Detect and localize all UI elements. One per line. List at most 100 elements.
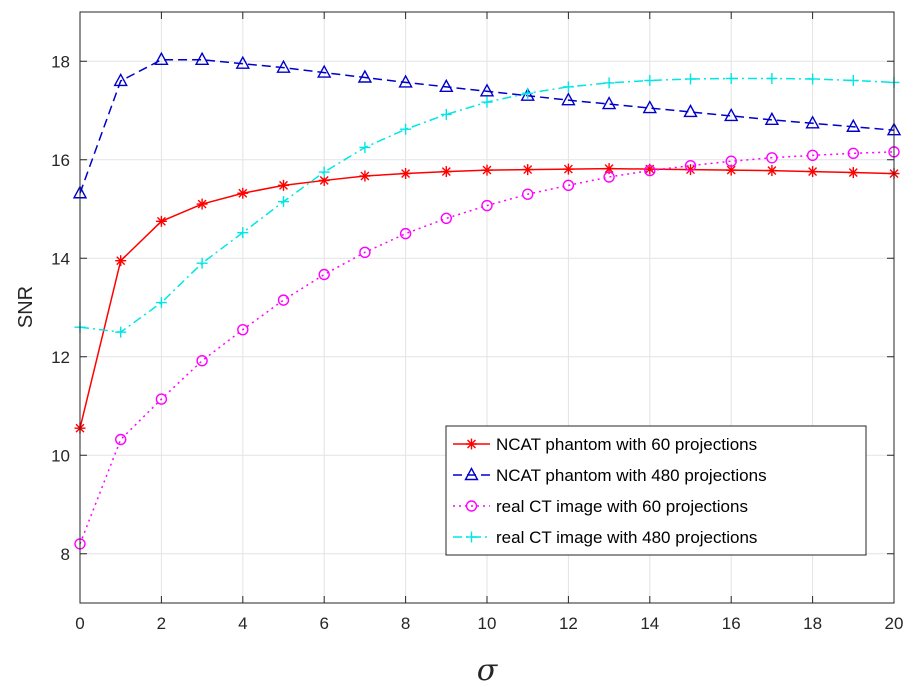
series-2-point-marker [357,69,373,83]
series-1-point-marker [440,166,452,178]
series-3-point-marker [562,179,575,192]
x-tick-label: 2 [157,614,166,633]
series-1-point-marker [400,168,412,180]
series-2-point-marker [439,78,454,93]
series-1-point-marker [196,198,208,210]
series-4-point-marker [562,81,574,93]
x-axis-ticks: 0 2 4 6 8 10 12 14 16 18 20 [75,12,903,633]
legend-label: NCAT phantom with 60 projections [496,435,757,454]
series-2-point-marker [520,87,535,101]
series-2-point-marker [805,115,820,129]
series-1-point-marker [847,167,859,179]
series-4-point-marker [644,74,656,86]
series-3-point-marker [603,171,615,183]
x-tick-label: 20 [885,614,904,633]
series-1-point-marker [481,164,493,176]
series-2-point-marker [764,111,780,126]
legend-item-2: NCAT phantom with 480 projections [453,466,767,485]
series-2-point-marker [561,92,576,106]
series-2-point-marker [683,104,698,118]
series-2-point-marker [398,74,413,88]
series-4-point-marker [685,73,696,85]
legend-item-4: real CT image with 480 projections [453,528,757,547]
legend-box [445,425,867,556]
series-4-point-marker [359,141,371,153]
series-2-point-marker [154,51,169,65]
x-tick-label: 16 [722,614,741,633]
series-3-point-marker [196,354,208,367]
series-3-point-marker [725,155,737,167]
series-4-point-marker [237,227,249,239]
series-3-point-marker [399,227,412,240]
series-4-point-marker [115,326,127,338]
y-tick-label: 10 [51,446,70,465]
series-1-point-marker [562,163,574,175]
legend-item-3-marker [465,500,478,512]
y-tick-label: 18 [51,52,70,71]
series-1-point-marker [318,174,330,186]
series-3 [74,146,900,550]
series-1-point-marker [359,170,371,182]
legend-label: NCAT phantom with 480 projections [496,466,767,485]
legend-item-3: real CT image with 60 projections [453,497,748,516]
legend-label: real CT image with 480 projections [496,528,757,547]
y-tick-label: 12 [51,348,70,367]
legend: NCAT phantom with 60 projections NCAT pha… [445,425,867,556]
legend-item-1-marker [466,438,477,450]
series-3-point-marker [359,246,371,259]
series-1-point-marker [237,187,249,199]
series-4-point-marker [766,72,778,84]
x-tick-label: 4 [238,614,247,633]
series-1-point-marker [522,164,534,176]
legend-label: real CT image with 60 projections [496,497,748,516]
x-tick-label: 6 [319,614,328,633]
y-tick-label: 14 [51,249,70,268]
series-4-point-marker [278,196,289,208]
legend-item-4-marker [466,531,477,543]
x-tick-label: 14 [640,614,659,633]
y-tick-label: 16 [51,151,70,170]
legend-item-2-marker [464,467,479,481]
series-2-point-marker [194,51,210,65]
series-3-point-marker [684,159,697,172]
series-2-point-marker [642,100,657,114]
series-3-point-marker [644,164,656,177]
x-tick-label: 18 [803,614,822,633]
series-2-point-marker [724,107,739,122]
series-1-point-marker [155,215,167,227]
series-4-point-marker [847,74,859,86]
series-3-point-marker [481,199,493,212]
y-axis-label: SNR [15,286,37,328]
series-3-point-marker [806,149,819,162]
series-4-point-marker [725,72,737,84]
series-3-point-marker [440,212,452,225]
series-3-point-marker [114,433,127,446]
series-4-point-marker [318,166,330,178]
y-axis-ticks: 8 10 12 14 16 18 [51,52,894,564]
x-tick-label: 8 [401,614,410,633]
series-3-point-marker [237,323,249,336]
series-1-point-marker [115,255,127,267]
series-2-point-marker [846,118,861,132]
x-axis-label: σ [477,653,499,687]
series-2-point-marker [601,96,617,110]
series-4-point-marker [522,87,534,99]
series-1-point-marker [807,166,819,178]
series-2-point-marker [317,64,332,78]
series-3-point-marker [155,393,168,405]
series-2-point-marker [276,59,291,73]
series-3-line [79,151,895,545]
series-4-point-marker [807,73,819,85]
series-3-point-marker [847,147,859,160]
series-2-point-marker [113,72,128,87]
x-tick-label: 0 [75,614,84,633]
series-1-point-marker [278,179,289,191]
series-1-point-marker [766,165,778,177]
series-4-point-marker [481,96,493,108]
series-4-point-marker [603,77,615,89]
legend-item-1: NCAT phantom with 60 projections [453,435,757,454]
series-2-line [79,59,895,194]
y-tick-label: 8 [61,545,70,564]
series-2-point-marker [235,55,250,69]
